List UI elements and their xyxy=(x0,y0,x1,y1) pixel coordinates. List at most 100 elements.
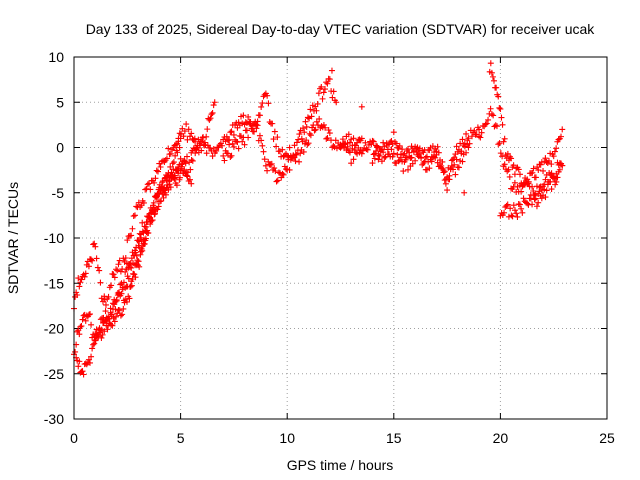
point-marker xyxy=(185,177,192,184)
point-marker xyxy=(223,133,230,140)
point-marker xyxy=(147,186,154,193)
point-marker xyxy=(119,266,126,273)
point-marker xyxy=(157,163,164,170)
point-marker xyxy=(90,341,97,348)
point-marker xyxy=(105,293,112,300)
point-marker xyxy=(296,131,303,138)
point-marker xyxy=(137,234,144,241)
point-marker xyxy=(477,134,484,141)
point-marker xyxy=(82,270,89,277)
point-marker xyxy=(358,150,365,157)
point-marker xyxy=(542,194,549,201)
point-marker xyxy=(187,166,194,173)
point-marker xyxy=(280,171,287,178)
point-marker xyxy=(466,140,473,147)
point-marker xyxy=(495,141,502,148)
point-marker xyxy=(186,176,193,183)
point-marker xyxy=(452,171,459,178)
point-marker xyxy=(535,199,542,206)
point-marker xyxy=(364,146,371,153)
point-marker xyxy=(101,328,108,335)
point-marker xyxy=(304,114,311,121)
point-marker xyxy=(207,115,214,122)
point-marker xyxy=(360,147,367,154)
point-marker xyxy=(390,129,397,136)
point-marker xyxy=(209,153,216,160)
point-marker xyxy=(389,153,396,160)
point-marker xyxy=(124,237,131,244)
y-tick-label: -5 xyxy=(52,185,65,201)
point-marker xyxy=(435,149,442,156)
point-marker xyxy=(230,143,237,150)
point-marker xyxy=(545,157,552,164)
point-marker xyxy=(183,153,190,160)
point-marker xyxy=(369,160,376,167)
point-marker xyxy=(507,205,514,212)
point-marker xyxy=(511,171,518,178)
point-marker xyxy=(441,168,448,175)
point-marker xyxy=(203,150,210,157)
point-marker xyxy=(301,129,308,136)
point-marker xyxy=(262,162,269,169)
point-marker xyxy=(553,178,560,185)
point-marker xyxy=(463,130,470,137)
point-marker xyxy=(125,264,132,271)
point-marker xyxy=(505,166,512,173)
point-marker xyxy=(390,150,397,157)
point-marker xyxy=(158,197,165,204)
point-marker xyxy=(307,106,314,113)
point-marker xyxy=(151,211,158,218)
point-marker xyxy=(371,155,378,162)
point-marker xyxy=(183,121,190,128)
point-marker xyxy=(529,201,536,208)
point-marker xyxy=(166,178,173,185)
point-marker xyxy=(117,312,124,319)
point-marker xyxy=(163,155,170,162)
point-marker xyxy=(220,152,227,159)
point-marker xyxy=(363,146,370,153)
point-marker xyxy=(396,142,403,149)
point-marker xyxy=(258,137,265,144)
point-marker xyxy=(455,164,462,171)
point-marker xyxy=(258,103,265,110)
point-marker xyxy=(270,136,277,143)
point-marker xyxy=(104,326,111,333)
y-tick-label: -25 xyxy=(44,366,64,382)
series-trace-11 xyxy=(476,105,566,202)
point-marker xyxy=(476,133,483,140)
point-marker xyxy=(167,163,174,170)
point-marker xyxy=(489,73,496,80)
point-marker xyxy=(162,191,169,198)
point-marker xyxy=(501,135,508,142)
chart-title: Day 133 of 2025, Sidereal Day-to-day VTE… xyxy=(86,21,596,37)
point-marker xyxy=(538,195,545,202)
point-marker xyxy=(501,161,508,168)
point-marker xyxy=(89,345,96,352)
point-marker xyxy=(144,181,151,188)
point-marker xyxy=(88,321,95,328)
point-marker xyxy=(139,219,146,226)
point-marker xyxy=(91,340,98,347)
point-marker xyxy=(269,120,276,127)
point-marker xyxy=(381,143,388,150)
point-marker xyxy=(495,93,502,100)
y-tick-label: -20 xyxy=(44,321,64,337)
point-marker xyxy=(167,150,174,157)
axis-ticks: 0 5 10 15 20 25 -30 -25 -20 -15 -10 -5 0 5 10 xyxy=(44,49,615,446)
point-marker xyxy=(451,154,458,161)
point-marker xyxy=(159,179,166,186)
point-marker xyxy=(188,130,195,137)
point-marker xyxy=(328,67,335,74)
point-marker xyxy=(156,190,163,197)
point-marker xyxy=(267,161,274,168)
point-marker xyxy=(95,326,102,333)
point-marker xyxy=(330,143,337,150)
series-trace-5 xyxy=(124,121,201,244)
point-marker xyxy=(508,212,515,219)
point-marker xyxy=(459,136,466,143)
point-marker xyxy=(302,118,309,125)
point-marker xyxy=(493,123,500,130)
point-marker xyxy=(200,134,207,141)
point-marker xyxy=(75,275,82,282)
point-marker xyxy=(308,113,315,120)
